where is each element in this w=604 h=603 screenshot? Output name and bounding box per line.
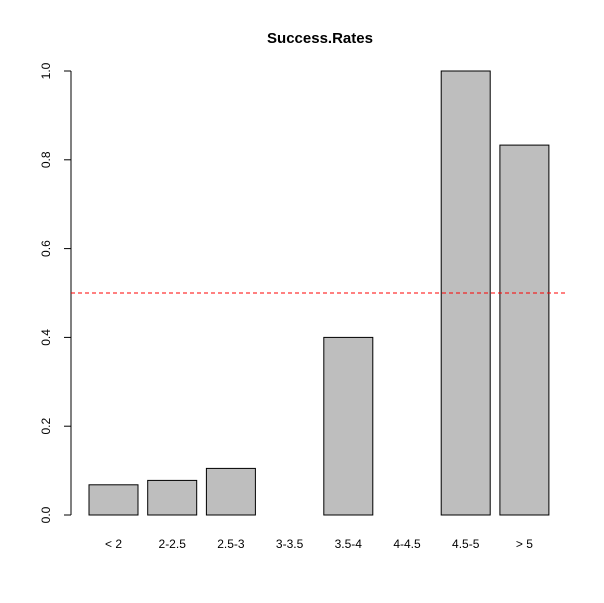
y-tick-label-0: 0.0 (39, 506, 53, 523)
x-tick-label-2: 2.5-3 (217, 537, 245, 551)
bar-2 (205, 467, 256, 516)
bars-layer (88, 70, 550, 516)
x-tick-label-0: < 2 (105, 537, 122, 551)
x-tick-label-4: 3.5-4 (335, 537, 363, 551)
x-tick-label-6: 4.5-5 (452, 537, 480, 551)
y-tick-label-2: 0.4 (39, 329, 53, 346)
x-tick-label-1: 2-2.5 (159, 537, 187, 551)
bar-4 (323, 336, 374, 516)
y-tick-label-4: 0.8 (39, 151, 53, 168)
x-tick-label-5: 4-4.5 (393, 537, 421, 551)
y-tick-label-1: 0.2 (39, 418, 53, 435)
x-tick-label-3: 3-3.5 (276, 537, 304, 551)
x-tick-label-7: > 5 (516, 537, 533, 551)
y-tick-label-3: 0.6 (39, 240, 53, 257)
x-axis-labels: < 2 2-2.5 2.5-3 3-3.5 3.5-4 4-4.5 4.5-5 > 5 (105, 537, 533, 551)
chart-title: Success.Rates (267, 30, 373, 47)
y-tick-label-5: 1.0 (39, 62, 53, 79)
y-axis: 0.0 0.2 0.4 0.6 0.8 1.0 (39, 62, 72, 523)
bar-0 (88, 484, 139, 516)
bar-1 (147, 479, 198, 516)
bar-7 (499, 144, 550, 516)
